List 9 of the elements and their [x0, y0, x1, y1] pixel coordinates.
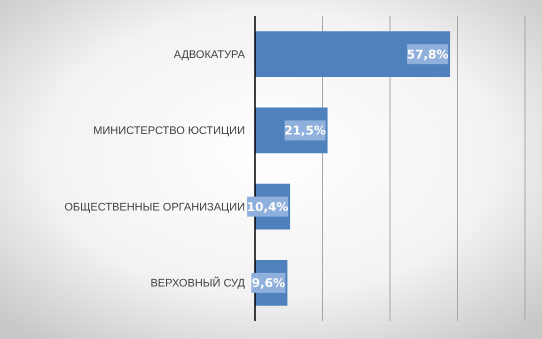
data-label: 10,4% — [246, 200, 288, 214]
y-tick-label: ОБЩЕСТВЕННЫЕ ОРГАНИЗАЦИИ — [64, 201, 245, 214]
y-tick-label: АДВОКАТУРА — [174, 48, 246, 61]
data-label: 57,8% — [406, 47, 448, 62]
data-label: 21,5% — [284, 124, 326, 138]
bar — [255, 31, 450, 77]
y-tick-label: ВЕРХОВНЫЙ СУД — [150, 276, 246, 290]
data-label: 9,6% — [252, 276, 286, 290]
y-tick-label: МИНИСТЕРСТВО ЮСТИЦИИ — [93, 125, 245, 138]
